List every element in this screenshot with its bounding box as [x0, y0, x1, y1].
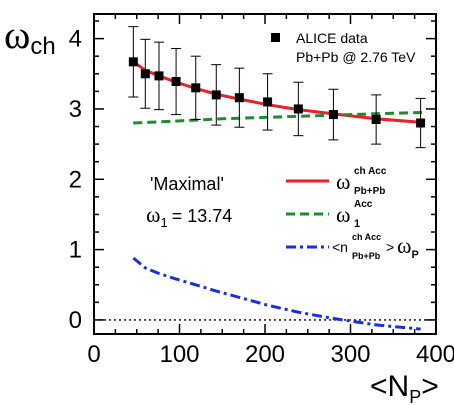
legend-n-omega-p-open: <n	[332, 239, 348, 255]
series-line-omega1-acc	[133, 111, 424, 125]
legend-omega-ch-acc-label: ω	[336, 169, 350, 194]
legend-omega1-acc-sym: ω	[336, 202, 350, 227]
data-point-alice	[171, 77, 181, 87]
legend-n-omega-p-sub: Pb+Pb	[352, 251, 381, 261]
legend-alice-sublabel: Pb+Pb @ 2.76 TeV	[296, 49, 416, 65]
data-point-alice	[328, 110, 338, 120]
y-tick-label: 1	[69, 237, 82, 264]
x-axis-label-close: >	[421, 370, 439, 403]
data-point-alice	[234, 93, 244, 103]
x-tick-label: 0	[87, 341, 100, 368]
x-axis-label-sub: P	[409, 387, 421, 405]
data-point-alice	[191, 83, 201, 93]
annotation-model: 'Maximal'	[150, 174, 224, 194]
legend-n-omega-p-sym: ωP	[397, 233, 419, 261]
y-tick-label: 0	[69, 307, 82, 334]
annotation-param-sub: 1	[160, 215, 167, 230]
x-tick-label: 200	[245, 341, 285, 368]
legend-omega-ch-acc-sup: ch Acc	[354, 166, 387, 177]
data-point-alice	[128, 57, 138, 67]
x-tick-label: 300	[330, 341, 370, 368]
series-line-n-omega-p	[132, 256, 421, 331]
legend-omega1-acc-sub: 1	[354, 218, 360, 230]
legend-n-omega-p-sup: ch Acc	[352, 232, 381, 242]
y-tick-label: 4	[69, 26, 82, 53]
data-point-alice	[371, 114, 381, 124]
x-axis-label: <NP>	[370, 370, 439, 405]
data-layer	[128, 26, 426, 331]
data-point-alice	[140, 69, 150, 79]
legend-omega1-acc-sup: Acc	[354, 199, 373, 210]
y-tick-label: 3	[69, 96, 82, 123]
legend-n-omega-p-sym-sub: P	[411, 249, 418, 261]
data-point-alice	[211, 90, 221, 100]
legend-n-omega-p-close: >	[386, 239, 394, 255]
legend-omega-ch-acc-sym: ω	[336, 169, 350, 194]
legend-n-omega-p-sym-main: ω	[397, 233, 411, 258]
x-axis-label-open: <N	[370, 370, 409, 403]
x-tick-label: 100	[159, 341, 199, 368]
y-axis-label-sub: ch	[30, 33, 55, 60]
legend-omega-ch-acc-sub: Pb+Pb	[354, 186, 385, 197]
data-point-alice	[263, 97, 273, 107]
data-point-alice	[154, 71, 164, 81]
legend-alice-marker	[271, 33, 280, 42]
y-tick-label: 2	[69, 166, 82, 193]
annotation-param: ω1 = 13.74	[146, 202, 232, 230]
data-point-alice	[293, 104, 303, 114]
legend-omega1-acc-label: ω	[336, 202, 350, 227]
y-axis-label: ωch	[4, 12, 56, 60]
annotation-param-symbol: ω	[146, 202, 160, 227]
x-tick-label: 400	[416, 341, 454, 368]
data-point-alice	[416, 118, 426, 128]
y-axis-label-symbol: ω	[4, 12, 30, 57]
axis-ticks: 0 100 200 300 400 0 1 2 3 4	[69, 14, 454, 368]
annotation-param-value: = 13.74	[172, 206, 233, 226]
legend-alice-label: ALICE data	[296, 30, 368, 46]
